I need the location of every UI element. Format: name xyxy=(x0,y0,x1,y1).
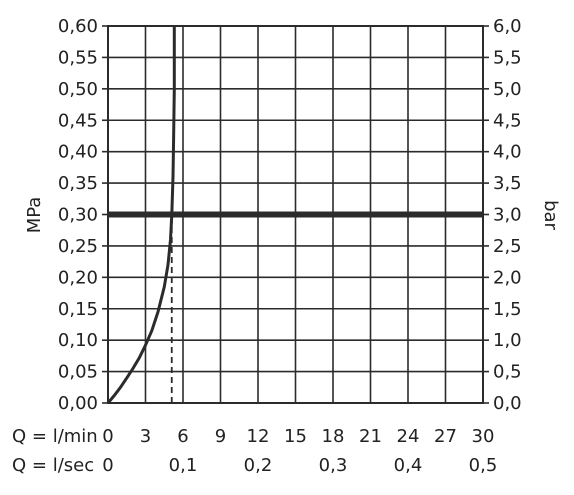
y-right-tick-label: 6,0 xyxy=(493,16,522,37)
y-right-axis-title: bar xyxy=(540,200,561,230)
y-right-tick-label: 4,5 xyxy=(493,110,522,131)
y-left-tick-label: 0,25 xyxy=(58,236,98,257)
y-left-tick-labels: 0,00 0,05 0,10 0,15 0,20 0,25 0,30 0,35 0,40 0,45… xyxy=(58,16,98,414)
x-lmin-tick-labels: 0 3 6 9 12 15 18 21 24 27 30 xyxy=(102,426,494,447)
y-right-tick-label: 2,5 xyxy=(493,236,522,257)
y-right-tick-label: 1,0 xyxy=(493,330,522,351)
y-right-tick-label: 3,0 xyxy=(493,205,522,226)
y-left-tick-label: 0,00 xyxy=(58,393,98,414)
y-right-tick-label: 3,5 xyxy=(493,173,522,194)
x-lmin-tick-label: 15 xyxy=(284,426,307,447)
y-right-tick-label: 4,0 xyxy=(493,142,522,163)
y-right-tick-label: 1,5 xyxy=(493,299,522,320)
y-right-tick-label: 0,0 xyxy=(493,393,522,414)
y-left-tick-label: 0,30 xyxy=(58,205,98,226)
x-lmin-row-label: Q = l/min xyxy=(12,426,98,447)
x-lmin-tick-label: 3 xyxy=(140,426,151,447)
y-left-tick-label: 0,35 xyxy=(58,173,98,194)
x-lmin-tick-label: 9 xyxy=(215,426,226,447)
x-lmin-tick-label: 0 xyxy=(102,426,113,447)
y-left-tick-label: 0,45 xyxy=(58,110,98,131)
x-lsec-tick-label: 0,1 xyxy=(169,455,198,476)
y-right-tick-labels: 0,0 0,5 1,0 1,5 2,0 2,5 3,0 3,5 4,0 4,5 5,0 5,5 6,0 xyxy=(493,16,522,414)
y-left-tick-label: 0,20 xyxy=(58,267,98,288)
plot-frame xyxy=(107,25,484,404)
y-left-tick-label: 0,55 xyxy=(58,47,98,68)
y-right-tick-label: 5,5 xyxy=(493,47,522,68)
y-left-tick-label: 0,10 xyxy=(58,330,98,351)
series-layer xyxy=(106,26,483,404)
y-right-tick-label: 0,5 xyxy=(493,362,522,383)
x-lsec-tick-label: 0,4 xyxy=(394,455,423,476)
x-lsec-tick-label: 0,2 xyxy=(244,455,273,476)
x-lmin-tick-label: 30 xyxy=(472,426,495,447)
x-lmin-tick-label: 6 xyxy=(177,426,188,447)
y-left-tick-label: 0,50 xyxy=(58,79,98,100)
y-left-tick-label: 0,40 xyxy=(58,142,98,163)
y-right-tick-label: 5,0 xyxy=(493,79,522,100)
x-lsec-tick-label: 0,3 xyxy=(319,455,348,476)
y-left-tick-label: 0,15 xyxy=(58,299,98,320)
x-lsec-tick-label: 0 xyxy=(102,455,113,476)
plot-border xyxy=(107,25,484,404)
y-left-tick-label: 0,05 xyxy=(58,362,98,383)
x-lmin-tick-label: 21 xyxy=(359,426,382,447)
x-lmin-tick-label: 24 xyxy=(397,426,420,447)
series-curve-0 xyxy=(106,26,176,404)
x-lmin-tick-label: 12 xyxy=(247,426,270,447)
y-left-axis-title: MPa xyxy=(24,197,45,234)
x-lsec-row-label: Q = l/sec xyxy=(12,455,94,476)
x-lmin-tick-label: 18 xyxy=(322,426,345,447)
y-right-tick-label: 2,0 xyxy=(493,267,522,288)
x-lmin-tick-label: 27 xyxy=(434,426,457,447)
x-lsec-tick-label: 0,5 xyxy=(469,455,498,476)
y-left-tick-label: 0,60 xyxy=(58,16,98,37)
x-lsec-tick-labels: 0 0,1 0,2 0,3 0,4 0,5 xyxy=(102,455,497,476)
